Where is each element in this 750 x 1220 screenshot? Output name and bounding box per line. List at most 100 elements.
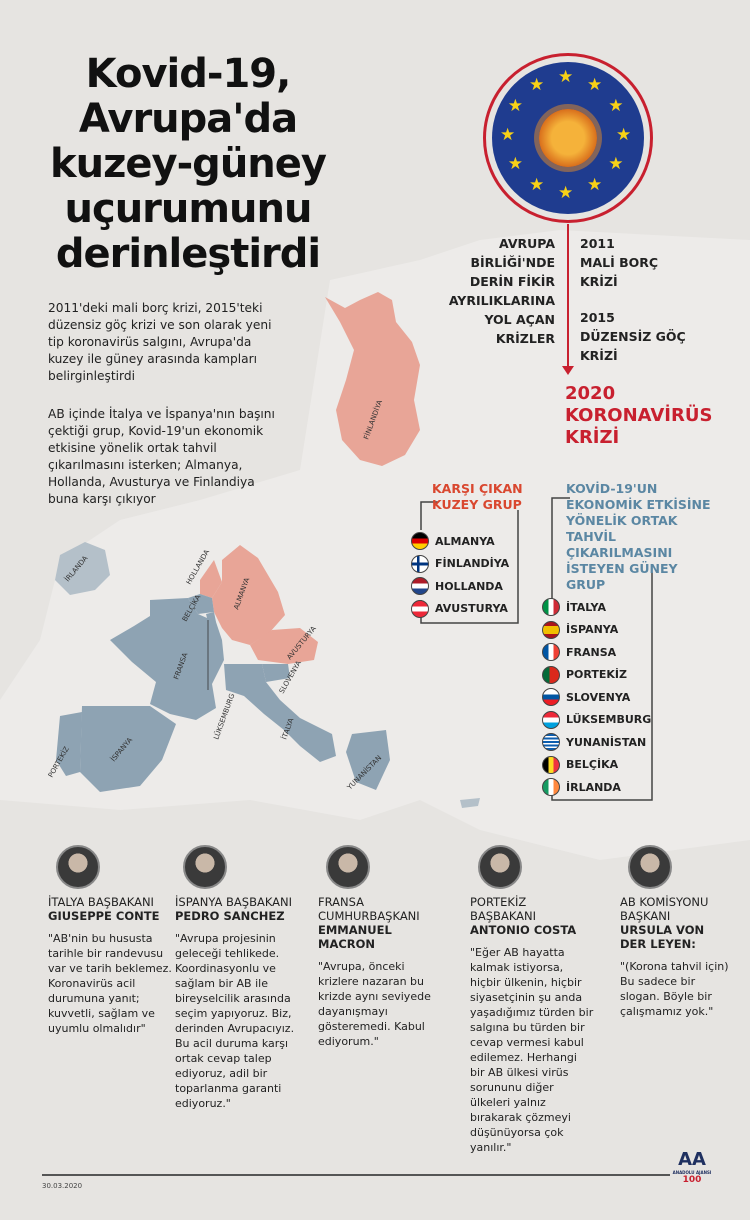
page-title: Kovid-19, Avrupa'da kuzey-güney uçurumun… xyxy=(50,51,327,277)
person-role: FRANSA CUMHURBAŞKANI xyxy=(318,895,420,923)
country-name: İSPANYA xyxy=(566,623,619,637)
country-item: PORTEKİZ xyxy=(542,664,651,687)
timeline-item-2011: 2011 MALİ BORÇ KRİZİ xyxy=(580,234,675,291)
country-italy xyxy=(224,664,336,762)
person-name: GIUSEPPE CONTE xyxy=(48,909,160,923)
north-group-title: KARŞI ÇIKAN KUZEY GRUP xyxy=(432,481,523,512)
person-quote: "(Korona tahvil için) Bu sadece bir slog… xyxy=(620,960,729,1018)
country-portugal xyxy=(56,712,82,776)
country-ireland xyxy=(55,542,110,595)
france-flag-icon xyxy=(542,643,560,662)
country-item: İSPANYA xyxy=(542,619,651,642)
anadolu-ajansi-logo: AA ANADOLU AJANSI 100 xyxy=(672,1149,712,1186)
country-item: İTALYA xyxy=(542,596,651,619)
eu-star-icon: ★ xyxy=(558,67,574,87)
north-group-list: ALMANYA FİNLANDİYA HOLLANDA AVUSTURYA xyxy=(411,530,509,620)
south-group-title: KOVİD-19'UN EKONOMİK ETKİSİNE YÖNELİK OR… xyxy=(566,481,711,592)
country-name: HOLLANDA xyxy=(435,579,503,593)
eu-star-icon: ★ xyxy=(500,125,516,145)
country-name: AVUSTURYA xyxy=(435,602,508,616)
person-quote: "Avrupa, önceki krizlere nazaran bu kriz… xyxy=(318,960,431,1048)
country-name: LÜKSEMBURG xyxy=(566,713,652,727)
finland-flag-icon xyxy=(411,554,429,573)
country-name: ALMANYA xyxy=(435,534,495,548)
timeline-item-2015: 2015 DÜZENSİZ GÖÇ KRİZİ xyxy=(580,308,690,365)
person-card: İSPANYA BAŞBAKANI PEDRO SANCHEZ "Avrupa pr… xyxy=(175,845,300,1111)
person-role: İSPANYA BAŞBAKANI xyxy=(175,895,293,909)
eu-star-icon: ★ xyxy=(587,74,603,95)
country-finland xyxy=(325,292,420,466)
timeline-final-2020: 2020 KORONAVİRÜS KRİZİ xyxy=(565,383,713,448)
slovenia-flag-icon xyxy=(542,688,560,707)
footer-date: 30.03.2020 xyxy=(42,1182,83,1190)
eu-star-icon: ★ xyxy=(608,154,624,174)
country-name: BELÇİKA xyxy=(566,758,619,772)
person-quote: "AB'nin bu hususta tarihle bir randevusu… xyxy=(48,932,172,1035)
country-item: HOLLANDA xyxy=(411,575,509,598)
intro-paragraph-1: 2011'deki mali borç krizi, 2015'teki düz… xyxy=(48,301,272,383)
avatar xyxy=(56,845,100,889)
person-card: İTALYA BAŞBAKANI GIUSEPPE CONTE "AB'nin bu… xyxy=(48,845,173,1036)
italy-flag-icon xyxy=(542,598,560,617)
person-role: PORTEKİZ BAŞBAKANI xyxy=(470,895,537,923)
country-france xyxy=(110,598,224,720)
country-item: FRANSA xyxy=(542,641,651,664)
country-name: YUNANİSTAN xyxy=(566,735,647,749)
coronavirus-icon xyxy=(539,109,597,167)
belgium-flag-icon xyxy=(542,755,560,774)
person-name: URSULA VON DER LEYEN: xyxy=(620,923,705,951)
country-austria xyxy=(250,628,318,664)
avatar xyxy=(478,845,522,889)
footer-divider xyxy=(42,1174,670,1176)
country-name: PORTEKİZ xyxy=(566,668,627,682)
person-role: İTALYA BAŞBAKANI xyxy=(48,895,154,909)
timeline-line xyxy=(567,224,569,370)
eu-virus-emblem: ★ ★ ★ ★ ★ ★ ★ ★ ★ ★ ★ ★ xyxy=(483,53,653,223)
ireland-flag-icon xyxy=(542,778,560,797)
country-netherlands xyxy=(200,560,222,598)
eu-star-icon: ★ xyxy=(616,125,632,145)
timeline-text: DÜZENSİZ GÖÇ KRİZİ xyxy=(580,329,686,363)
country-name: SLOVENYA xyxy=(566,690,631,704)
portugal-flag-icon xyxy=(542,665,560,684)
country-item: AVUSTURYA xyxy=(411,598,509,621)
eu-star-icon: ★ xyxy=(608,96,624,116)
eu-star-icon: ★ xyxy=(507,96,524,116)
luxembourg-flag-icon xyxy=(542,710,560,729)
timeline-label: AVRUPA BİRLİĞİ'NDE DERİN FİKİR AYRILIKLA… xyxy=(448,236,555,346)
country-name: İRLANDA xyxy=(566,780,621,794)
country-slovenia xyxy=(262,664,290,682)
eu-star-icon: ★ xyxy=(587,175,603,196)
germany-flag-icon xyxy=(411,532,429,551)
country-belgium xyxy=(188,594,214,614)
intro-paragraph-2: AB içinde İtalya ve İspanya'nın başını ç… xyxy=(48,407,275,506)
country-item: BELÇİKA xyxy=(542,754,651,777)
eu-star-icon: ★ xyxy=(507,154,524,174)
eu-star-icon: ★ xyxy=(558,183,574,203)
timeline-year: 2015 xyxy=(580,310,615,325)
austria-flag-icon xyxy=(411,599,429,618)
person-name: EMMANUEL MACRON xyxy=(318,923,392,951)
country-item: ALMANYA xyxy=(411,530,509,553)
country-item: YUNANİSTAN xyxy=(542,731,651,754)
person-card: PORTEKİZ BAŞBAKANI ANTONIO COSTA "Eğer AB … xyxy=(470,845,595,1155)
greece-flag-icon xyxy=(542,733,560,752)
person-card: AB KOMİSYONU BAŞKANI URSULA VON DER LEYEN… xyxy=(620,845,730,1019)
country-item: FİNLANDİYA xyxy=(411,553,509,576)
person-quote: "Avrupa projesinin geleceği tehlikede. K… xyxy=(175,932,295,1110)
timeline-arrow-icon xyxy=(562,366,574,375)
country-name: FRANSA xyxy=(566,645,617,659)
avatar xyxy=(326,845,370,889)
country-name: FİNLANDİYA xyxy=(435,557,510,571)
country-name: İTALYA xyxy=(566,600,606,614)
avatar xyxy=(628,845,672,889)
avatar xyxy=(183,845,227,889)
country-cyprus xyxy=(460,798,480,808)
country-spain xyxy=(80,706,176,792)
person-card: FRANSA CUMHURBAŞKANI EMMANUEL MACRON "Avru… xyxy=(318,845,443,1049)
person-name: ANTONIO COSTA xyxy=(470,923,577,937)
eu-star-icon: ★ xyxy=(529,74,545,95)
person-quote: "Eğer AB hayatta kalmak istiyorsa, hiçbi… xyxy=(470,946,594,1154)
person-role: AB KOMİSYONU BAŞKANI xyxy=(620,895,709,923)
